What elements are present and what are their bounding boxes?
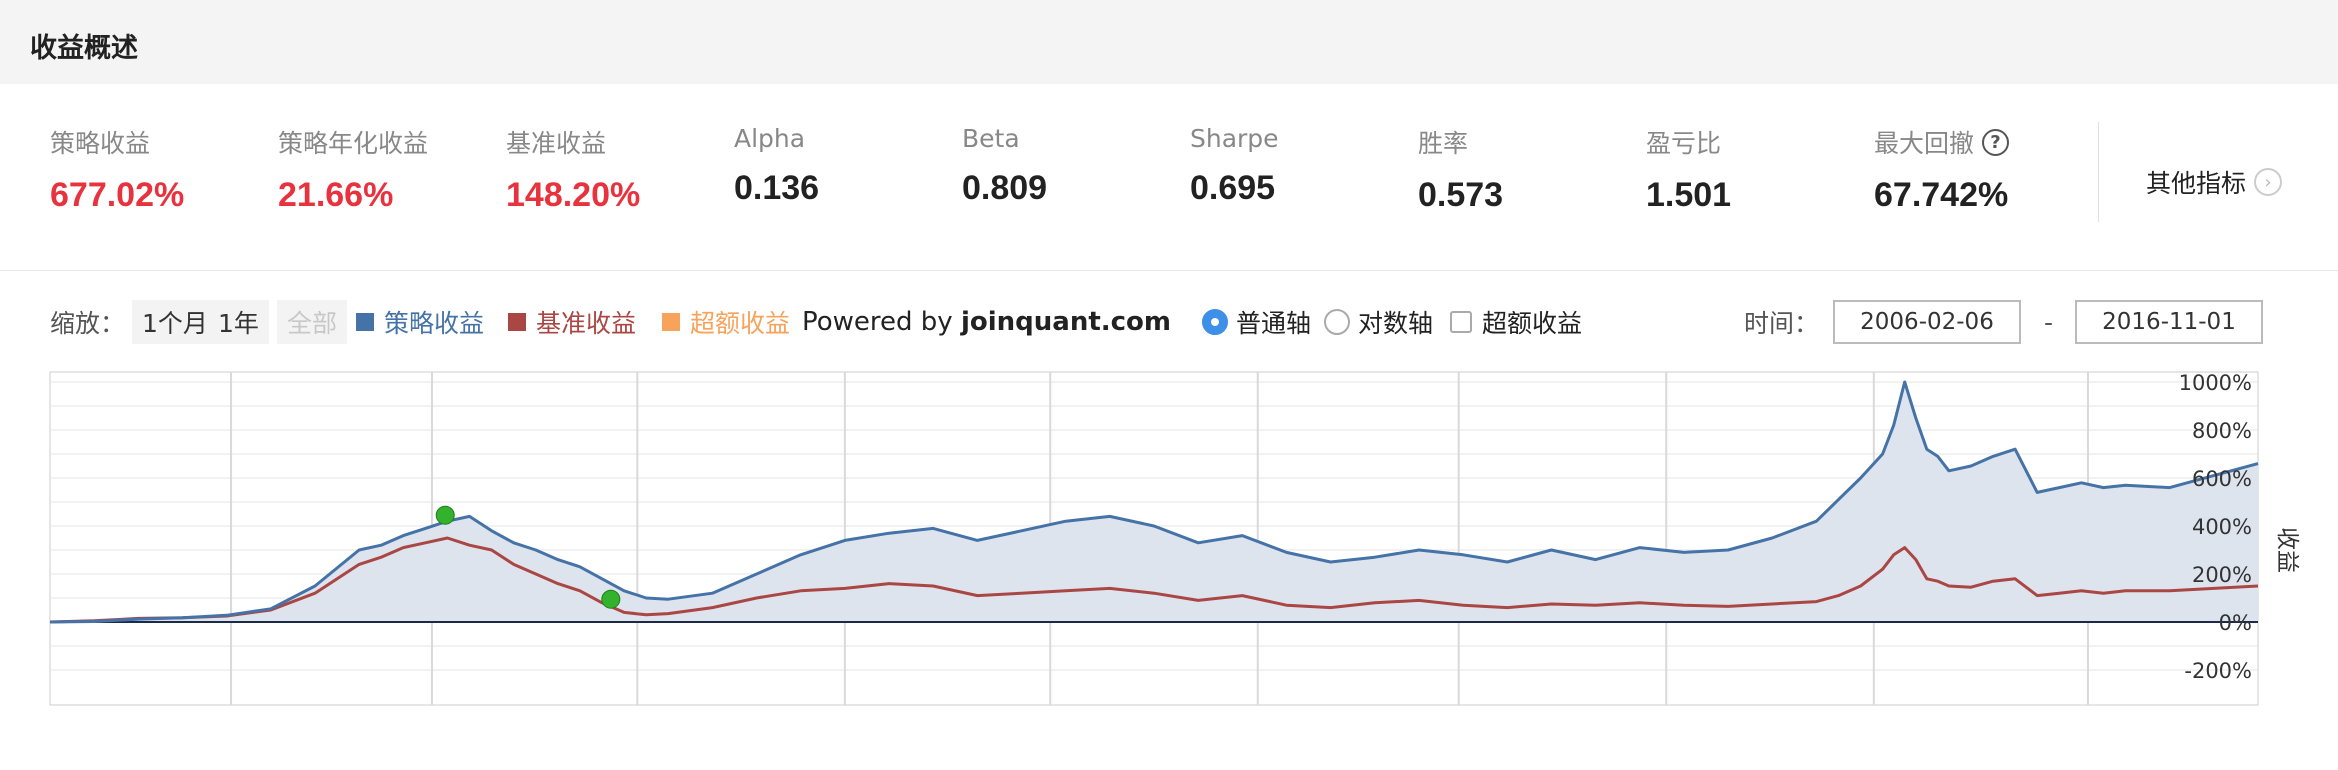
metric-label: 盈亏比: [1646, 124, 1731, 160]
metric-label: Sharpe: [1190, 124, 1279, 153]
metric-label: Beta: [962, 124, 1047, 153]
question-circle-icon[interactable]: ?: [1982, 128, 2010, 156]
returns-chart[interactable]: 1000% 800% 600% 400% 200% 0% -200% 收益: [0, 360, 2338, 720]
legend-benchmark-swatch: [508, 313, 526, 331]
metric-label: 最大回撤?: [1874, 124, 2010, 160]
powered-prefix: Powered by: [802, 307, 961, 337]
y-tick-label: -200%: [2184, 659, 2252, 683]
metric-7: 盈亏比 1.501: [1646, 124, 1731, 215]
metric-1: 策略年化收益 21.66%: [278, 124, 428, 215]
header-bar: 收益概述: [0, 0, 2338, 84]
metric-label: Alpha: [734, 124, 819, 153]
metric-label-text: 基准收益: [506, 129, 607, 158]
y-tick-label: 200%: [2192, 563, 2252, 587]
metric-value: 1.501: [1646, 176, 1732, 214]
excess-return-label: 超额收益: [1482, 309, 1583, 338]
metric-0: 策略收益 677.02%: [50, 124, 184, 215]
section-divider: [0, 270, 2338, 271]
metric-label-text: 盈亏比: [1646, 129, 1722, 158]
end-date-input[interactable]: [2075, 300, 2263, 344]
legend-benchmark-label: 基准收益: [536, 309, 637, 338]
metric-value: 0.809: [962, 169, 1048, 207]
y-tick-label: 0%: [2219, 611, 2252, 635]
metric-label: 策略收益: [50, 124, 184, 160]
y-tick-label: 800%: [2192, 419, 2252, 443]
metric-value: 21.66%: [278, 176, 394, 214]
date-separator: -: [2044, 307, 2054, 337]
metric-label-text: Alpha: [734, 124, 806, 153]
metric-6: 胜率 0.573: [1418, 124, 1503, 215]
metric-label: 胜率: [1418, 124, 1503, 160]
y-tick-label: 600%: [2192, 467, 2252, 491]
other-metrics-link[interactable]: 其他指标 ›: [2146, 164, 2283, 200]
log-axis-label: 对数轴: [1358, 309, 1434, 338]
legend-strategy[interactable]: 策略收益: [356, 300, 484, 344]
metric-value: 0.136: [734, 169, 820, 207]
metric-label: 策略年化收益: [278, 124, 428, 160]
y-tick-label: 400%: [2192, 515, 2252, 539]
zoom-1-year-button[interactable]: 1年: [208, 300, 269, 344]
metric-label-text: 胜率: [1418, 129, 1469, 158]
normal-axis-label: 普通轴: [1236, 309, 1312, 338]
metric-label-text: 策略收益: [50, 129, 151, 158]
chart-toolbar: 缩放： 1个月 1年 全部 策略收益 基准收益 超额收益 Powered by …: [0, 300, 2338, 344]
zoom-1-month-button[interactable]: 1个月: [132, 300, 218, 344]
normal-axis-option[interactable]: 普通轴: [1202, 300, 1311, 344]
start-date-input[interactable]: [1833, 300, 2021, 344]
log-axis-option[interactable]: 对数轴: [1324, 300, 1433, 344]
drawdown-marker[interactable]: [601, 589, 621, 609]
powered-by-credit: Powered by joinquant.com: [802, 300, 1171, 344]
metric-value: 0.573: [1418, 176, 1504, 214]
legend-excess-label: 超额收益: [690, 309, 791, 338]
normal-axis-radio[interactable]: [1202, 309, 1228, 335]
metric-2: 基准收益 148.20%: [506, 124, 640, 215]
other-metrics-label: 其他指标: [2146, 169, 2247, 198]
time-label: 时间：: [1744, 309, 1820, 338]
strategy-area-fill: [50, 382, 2258, 622]
legend-strategy-swatch: [356, 313, 374, 331]
metric-8: 最大回撤? 67.742%: [1874, 124, 2010, 215]
metric-label: 基准收益: [506, 124, 640, 160]
y-axis-label: 收益: [2274, 527, 2300, 573]
metric-5: Sharpe 0.695: [1190, 124, 1279, 208]
legend-excess[interactable]: 超额收益: [662, 300, 790, 344]
metric-4: Beta 0.809: [962, 124, 1047, 208]
metric-label-text: Beta: [962, 124, 1020, 153]
metric-label-text: Sharpe: [1190, 124, 1279, 153]
legend-benchmark[interactable]: 基准收益: [508, 300, 636, 344]
metric-label-text: 策略年化收益: [278, 129, 429, 158]
metric-value: 677.02%: [50, 176, 185, 214]
benchmark-line[interactable]: [49, 536, 2259, 624]
metric-value: 67.742%: [1874, 176, 2009, 214]
metric-label-text: 最大回撤: [1874, 129, 1975, 158]
legend-excess-swatch: [662, 313, 680, 331]
metric-value: 0.695: [1190, 169, 1276, 207]
excess-return-option[interactable]: 超额收益: [1450, 300, 1582, 344]
metric-3: Alpha 0.136: [734, 124, 819, 208]
excess-return-checkbox[interactable]: [1450, 311, 1472, 333]
drawdown-marker[interactable]: [435, 505, 455, 525]
legend-strategy-label: 策略收益: [384, 309, 485, 338]
zoom-label: 缩放：: [50, 309, 126, 338]
metric-value: 148.20%: [506, 176, 641, 214]
zoom-all-button[interactable]: 全部: [277, 300, 348, 344]
page-title: 收益概述: [30, 33, 138, 64]
chevron-right-circle-icon: ›: [2254, 168, 2283, 196]
y-tick-label: 1000%: [2179, 371, 2252, 395]
metrics-divider: [2098, 122, 2099, 222]
log-axis-radio[interactable]: [1324, 309, 1350, 335]
powered-brand: joinquant.com: [960, 307, 1172, 337]
